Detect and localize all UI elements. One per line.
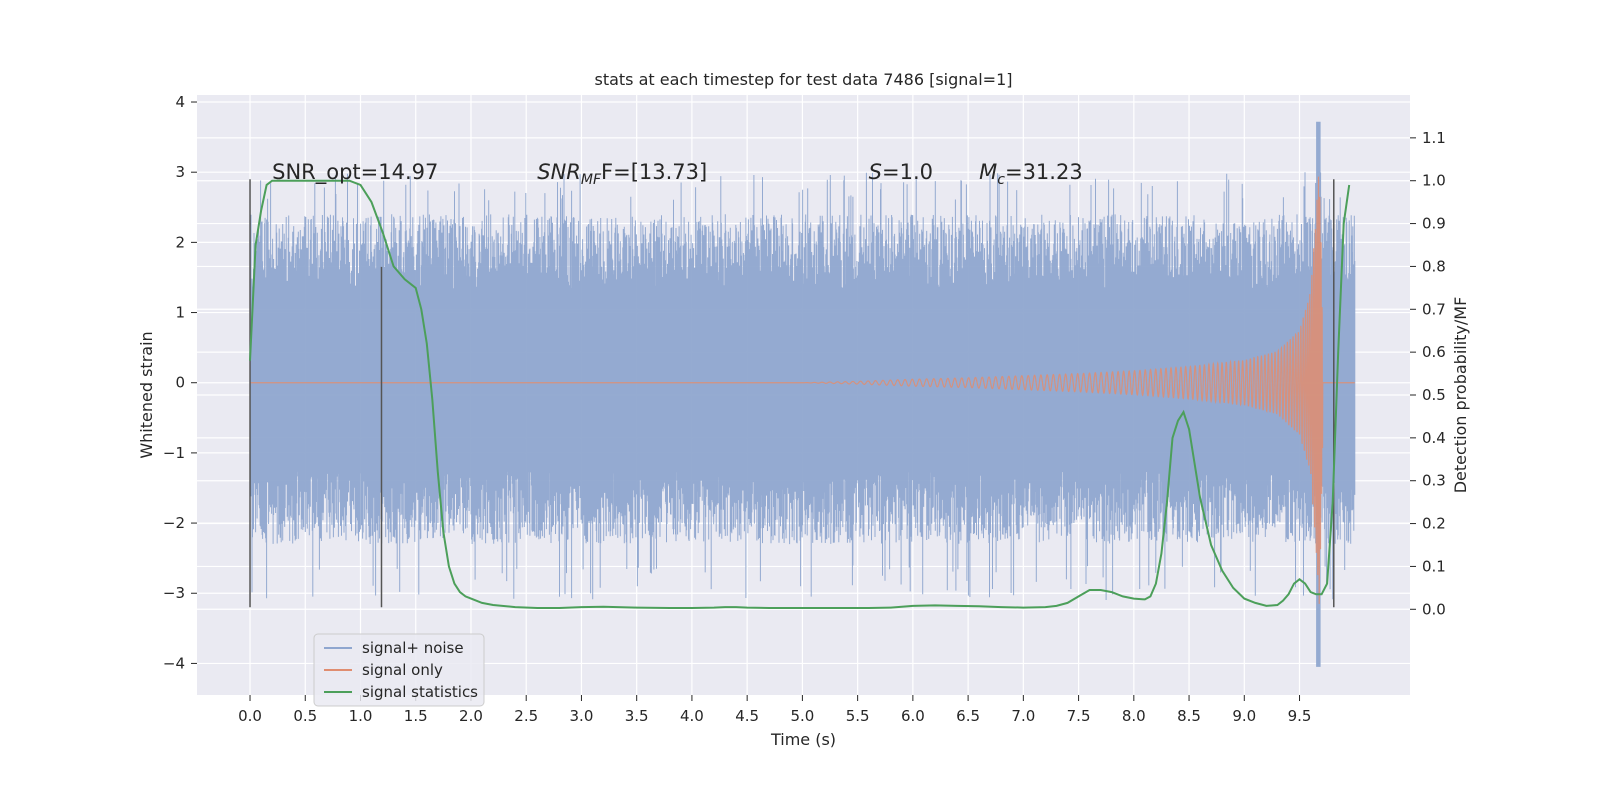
y-right-tick-label: 0.8 xyxy=(1422,257,1446,275)
y-right-tick-label: 1.1 xyxy=(1422,129,1446,147)
x-tick-label: 0.0 xyxy=(238,707,262,725)
signal-trace xyxy=(250,176,1355,604)
y-right-tick-label: 0.1 xyxy=(1422,557,1446,575)
x-tick-label: 8.0 xyxy=(1122,707,1146,725)
x-tick-label: 3.5 xyxy=(625,707,649,725)
y-right-tick-label: 0.3 xyxy=(1422,472,1446,490)
y-tick-label: −2 xyxy=(163,514,185,532)
series-signal-only xyxy=(250,176,1355,604)
legend-label-signal-only: signal only xyxy=(362,661,443,679)
y-right-tick-label: 1.0 xyxy=(1422,172,1446,190)
y-tick-label: −1 xyxy=(163,444,185,462)
y-axis-label: Whitened strain xyxy=(137,331,156,458)
annotation-0: SNR_opt=14.97 xyxy=(272,160,438,185)
x-tick-label: 0.5 xyxy=(293,707,317,725)
y-right-tick-label: 0.2 xyxy=(1422,515,1446,533)
x-tick-label: 2.0 xyxy=(459,707,483,725)
chart-title: stats at each timestep for test data 748… xyxy=(594,70,1012,89)
vertical-markers xyxy=(249,179,1335,608)
x-axis-label: Time (s) xyxy=(770,730,836,749)
statistics-line xyxy=(249,179,1351,609)
annotation-1: SNRMFF=[13.73] xyxy=(537,160,707,188)
y-tick-label: 3 xyxy=(175,163,185,181)
x-tick-label: 9.0 xyxy=(1232,707,1256,725)
x-tick-label: 8.5 xyxy=(1177,707,1201,725)
y-right-tick-label: 0.7 xyxy=(1422,300,1446,318)
annotation-2: S=1.0 xyxy=(869,160,933,184)
x-tick-label: 3.0 xyxy=(570,707,594,725)
legend: signal+ noise signal only signal statist… xyxy=(313,633,485,707)
y-right-tick-label: 0.5 xyxy=(1422,386,1446,404)
annotation-3: Mc=31.23 xyxy=(979,160,1083,188)
x-tick-label: 7.5 xyxy=(1067,707,1091,725)
legend-label-signal-statistics: signal statistics xyxy=(362,683,478,701)
series-signal-statistics xyxy=(249,179,1351,609)
annotations: SNR_opt=14.97 SNRMFF=[13.73] S=1.0 Mc=31.23 xyxy=(272,160,1083,188)
y-right-tick-label: 0.9 xyxy=(1422,215,1446,233)
y-tick-label: −4 xyxy=(163,654,185,672)
axes: 0.0 0.5 1.0 1.5 2.0 2.5 3.0 3.5 4.0 4.5 5.0 5.5 6.0 6… xyxy=(163,93,1446,725)
x-tick-label: 5.5 xyxy=(846,707,870,725)
x-tick-label: 9.5 xyxy=(1288,707,1312,725)
legend-box xyxy=(313,633,485,707)
x-tick-label: 5.0 xyxy=(790,707,814,725)
y-tick-label: 1 xyxy=(175,304,185,322)
y-right-tick-label: 0.4 xyxy=(1422,429,1446,447)
x-tick-label: 6.0 xyxy=(901,707,925,725)
x-tick-label: 2.5 xyxy=(514,707,538,725)
x-tick-label: 1.0 xyxy=(349,707,373,725)
x-tick-label: 7.0 xyxy=(1011,707,1035,725)
x-tick-label: 6.5 xyxy=(956,707,980,725)
y-tick-label: −3 xyxy=(163,584,185,602)
y-right-tick-label: 0.0 xyxy=(1422,600,1446,618)
x-tick-label: 4.5 xyxy=(735,707,759,725)
x-tick-label: 4.0 xyxy=(680,707,704,725)
y-tick-label: 0 xyxy=(175,374,185,392)
y-tick-label: 2 xyxy=(175,233,185,251)
legend-label-signal-noise: signal+ noise xyxy=(362,639,464,657)
y-tick-label: 4 xyxy=(175,93,185,111)
y-right-axis-label: Detection probability/MF xyxy=(1451,297,1470,494)
y-right-tick-label: 0.6 xyxy=(1422,343,1446,361)
x-tick-label: 1.5 xyxy=(404,707,428,725)
